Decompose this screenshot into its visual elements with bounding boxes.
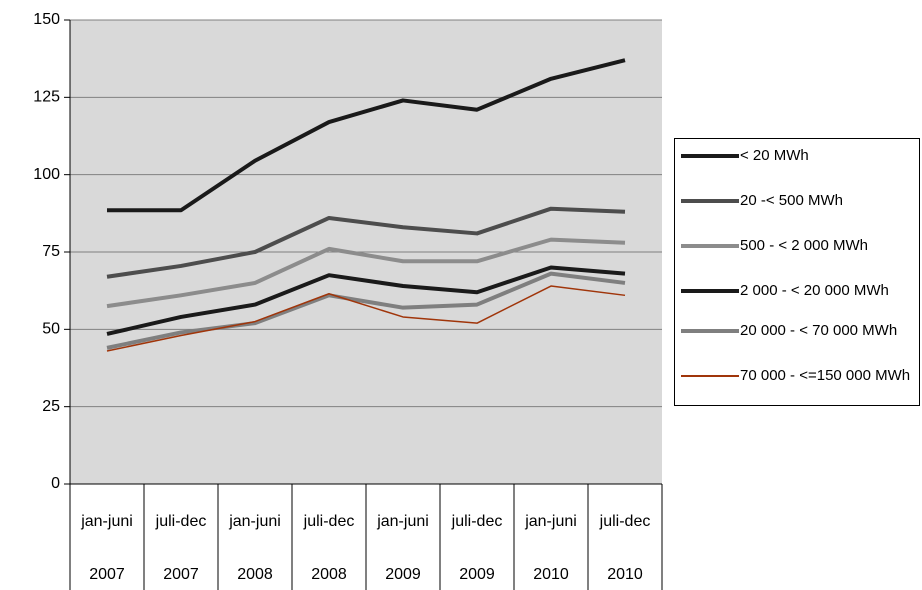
legend-item: 500 - < 2 000 MWh	[675, 237, 919, 277]
legend-item: 20 000 - < 70 000 MWh	[675, 322, 919, 362]
series-line	[106, 265, 626, 336]
x-group-label: 2010	[607, 566, 643, 583]
x-group-label: 2009	[459, 566, 495, 583]
x-group-label: 2009	[385, 566, 421, 583]
series-line	[106, 285, 626, 352]
series-line	[107, 58, 626, 213]
x-tick-label: juli-dec	[155, 513, 207, 530]
x-group-label: 2007	[89, 566, 125, 583]
x-group-label: 2008	[311, 566, 347, 583]
y-tick-label: 125	[33, 89, 60, 106]
y-tick-label: 75	[42, 243, 60, 260]
x-tick-label: jan-juni	[524, 513, 577, 530]
y-tick-label: 50	[42, 321, 60, 338]
x-tick-label: juli-dec	[303, 513, 355, 530]
legend-label: 70 000 - <=150 000 MWh	[740, 367, 911, 384]
legend-swatch	[681, 289, 739, 293]
legend-label: 500 - < 2 000 MWh	[740, 237, 868, 254]
legend-item: 20 -< 500 MWh	[675, 192, 919, 232]
legend-swatch	[681, 329, 739, 333]
legend-label: 20 -< 500 MWh	[740, 192, 843, 209]
y-tick-label: 25	[42, 398, 60, 415]
series-line	[106, 271, 626, 350]
x-tick-label: juli-dec	[451, 513, 503, 530]
legend-label: < 20 MWh	[740, 147, 809, 164]
series-line	[106, 237, 626, 309]
legend-item: 70 000 - <=150 000 MWh	[675, 367, 919, 407]
legend: < 20 MWh 20 -< 500 MWh 500 - < 2 000 MWh 2 …	[674, 138, 920, 406]
legend-item: < 20 MWh	[675, 147, 919, 187]
legend-swatch	[681, 199, 739, 203]
x-tick-label: jan-juni	[80, 513, 133, 530]
legend-item: 2 000 - < 20 000 MWh	[675, 282, 919, 322]
y-tick-label: 150	[33, 11, 60, 28]
y-tick-label: 100	[33, 166, 60, 183]
x-group-label: 2010	[533, 566, 569, 583]
legend-label: 20 000 - < 70 000 MWh	[740, 322, 898, 339]
legend-swatch	[681, 244, 739, 248]
legend-swatch	[681, 375, 739, 377]
x-tick-label: jan-juni	[228, 513, 281, 530]
x-group-label: 2007	[163, 566, 199, 583]
legend-label: 2 000 - < 20 000 MWh	[740, 282, 889, 299]
x-group-label: 2008	[237, 566, 273, 583]
series-line	[106, 206, 626, 279]
y-tick-label: 0	[51, 475, 60, 492]
x-tick-label: jan-juni	[376, 513, 429, 530]
legend-swatch	[681, 154, 739, 158]
x-tick-label: juli-dec	[599, 513, 651, 530]
